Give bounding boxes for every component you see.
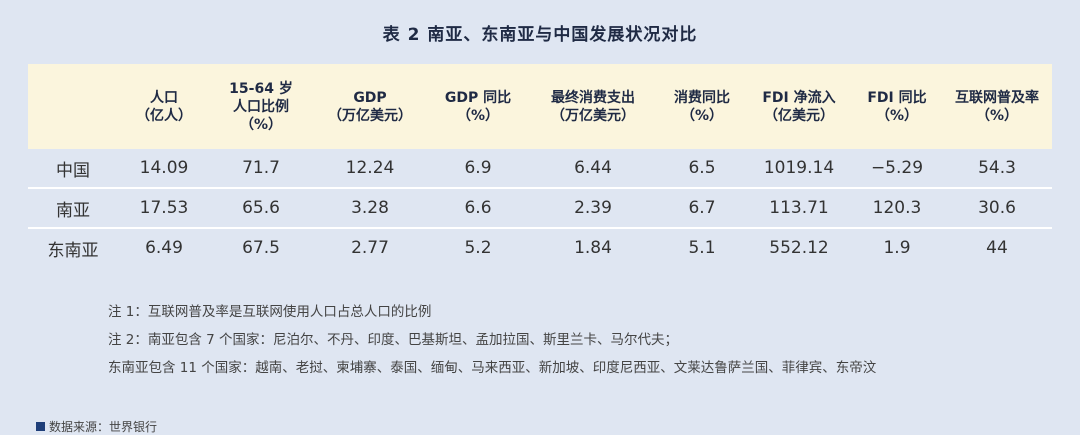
table-cell: 113.71 <box>746 188 852 229</box>
source-text: 数据来源：世界银行 <box>49 420 158 434</box>
header-cell: FDI 净流入 （亿美元） <box>746 64 852 149</box>
header-line: GDP <box>353 89 387 106</box>
header-cell-blank <box>28 64 118 149</box>
header-cell: 互联网普及率 （%） <box>942 64 1052 149</box>
table-cell: 12.24 <box>312 149 428 189</box>
table-title: 表 2 南亚、东南亚与中国发展状况对比 <box>382 25 698 45</box>
table-cell: 14.09 <box>118 149 210 189</box>
table-cell: 65.6 <box>210 188 312 229</box>
table-cell: 67.5 <box>242 238 280 258</box>
table-cell: 71.7 <box>210 149 312 189</box>
note-line: 注 1：互联网普及率是互联网使用人口占总人口的比例 <box>108 304 432 320</box>
header-line: 人口 <box>150 89 178 106</box>
table-cell: 30.6 <box>942 188 1052 229</box>
note-line: 注 2：南亚包含 7 个国家：尼泊尔、不丹、印度、巴基斯坦、孟加拉国、斯里兰卡、… <box>108 332 679 348</box>
header-line: 消费同比 <box>674 89 730 106</box>
header-line: （亿美元） <box>764 107 834 124</box>
table-cell: 2.77 <box>351 238 389 258</box>
table-cell: 120.3 <box>852 188 942 229</box>
header-line: （万亿美元） <box>551 107 635 124</box>
table-cell: 5.2 <box>464 238 492 258</box>
note-line: 东南亚包含 11 个国家：越南、老挝、柬埔寨、泰国、缅甸、马来西亚、新加坡、印度… <box>108 360 877 376</box>
table-cell: 552.12 <box>769 238 829 258</box>
header-cell: GDP 同比 （%） <box>428 64 528 149</box>
square-bullet-icon <box>36 422 45 431</box>
table-cell: 6.5 <box>658 149 746 189</box>
header-line: （%） <box>456 107 500 124</box>
row-label: 南亚 <box>28 188 118 229</box>
header-line: （%） <box>680 107 724 124</box>
table-cell: 6.7 <box>658 188 746 229</box>
header-line: GDP 同比 <box>444 89 512 106</box>
table-cell: 1.9 <box>883 238 911 258</box>
table-cell: 2.39 <box>528 188 658 229</box>
row-label: 东南亚 <box>47 240 99 261</box>
table-header-row: 人口 （亿人） 15-64 岁人口比例 （%） GDP （万亿美元） GDP 同比 （%… <box>28 64 1052 149</box>
header-line: 互联网普及率 <box>955 89 1039 106</box>
table-cell: 1019.14 <box>746 149 852 189</box>
header-line: （%） <box>875 107 919 124</box>
header-cell: GDP （万亿美元） <box>312 64 428 149</box>
header-line: FDI 净流入 <box>762 89 836 106</box>
table-cell: 6.9 <box>428 149 528 189</box>
table-cell: 3.28 <box>312 188 428 229</box>
header-cell: 人口 （亿人） <box>118 64 210 149</box>
table-cell: 6.44 <box>528 149 658 189</box>
header-cell: FDI 同比 （%） <box>852 64 942 149</box>
header-line: （%） <box>239 116 283 133</box>
header-line: FDI 同比 <box>867 89 927 106</box>
table-cell: 17.53 <box>118 188 210 229</box>
header-line: （%） <box>975 107 1019 124</box>
header-line: 15-64 岁 <box>229 80 293 97</box>
header-line: 最终消费支出 <box>551 89 635 106</box>
table-cell: 44 <box>986 238 1008 258</box>
table-cell: 1.84 <box>574 238 612 258</box>
table-row: 中国 14.09 71.7 12.24 6.9 6.44 6.5 1019.14… <box>28 149 1052 189</box>
data-source: 数据来源：世界银行 <box>36 418 157 435</box>
header-line: 人口比例 <box>233 98 289 115</box>
table-cell: 54.3 <box>942 149 1052 189</box>
row-label: 中国 <box>28 149 118 189</box>
table-cell: 6.49 <box>145 238 183 258</box>
header-cell: 消费同比 （%） <box>658 64 746 149</box>
header-line: （亿人） <box>136 107 192 124</box>
table-cell: 6.6 <box>428 188 528 229</box>
table-cell: −5.29 <box>852 149 942 189</box>
table-row: 南亚 17.53 65.6 3.28 6.6 2.39 6.7 113.71 1… <box>28 188 1052 229</box>
header-line: （万亿美元） <box>328 107 412 124</box>
table-cell: 5.1 <box>688 238 716 258</box>
header-cell: 15-64 岁人口比例 （%） <box>210 64 312 149</box>
header-cell: 最终消费支出 （万亿美元） <box>528 64 658 149</box>
table-notes: 注 1：互联网普及率是互联网使用人口占总人口的比例 注 2：南亚包含 7 个国家… <box>108 298 876 382</box>
comparison-table: 人口 （亿人） 15-64 岁人口比例 （%） GDP （万亿美元） GDP 同比 （%… <box>28 64 1052 267</box>
table-row: 东南亚 6.49 67.5 2.77 5.2 1.84 5.1 552.12 1… <box>28 228 1052 267</box>
